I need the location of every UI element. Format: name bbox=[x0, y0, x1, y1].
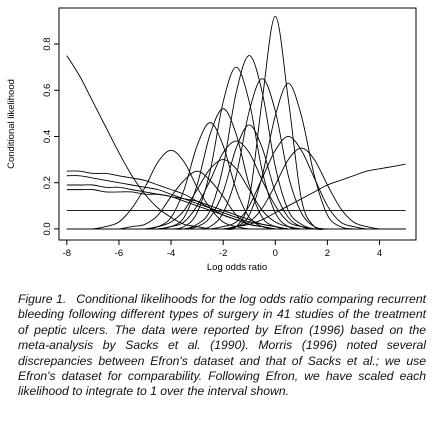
y-tick-label: 0.0 bbox=[42, 222, 53, 235]
y-axis-label: Conditional likelihood bbox=[6, 79, 17, 169]
likelihood-curve bbox=[66, 55, 406, 230]
likelihood-curve bbox=[66, 15, 406, 230]
caption: Figure 1. Conditional likelihoods for the… bbox=[18, 292, 426, 400]
x-tick-label: 4 bbox=[377, 248, 382, 259]
caption-text: Conditional likelihoods for the log odds… bbox=[18, 292, 426, 399]
likelihood-curve bbox=[66, 55, 406, 230]
likelihood-curve bbox=[66, 170, 406, 230]
likelihood-curve bbox=[66, 82, 406, 230]
likelihood-curve bbox=[66, 175, 406, 230]
y-tick-label: 0.4 bbox=[42, 130, 53, 143]
y-tick-label: 0.2 bbox=[42, 176, 53, 189]
x-axis-label: Log odds ratio bbox=[207, 262, 267, 273]
x-tick-label: 0 bbox=[273, 248, 278, 259]
likelihood-curve bbox=[66, 140, 406, 230]
x-tick-label: -2 bbox=[219, 248, 227, 259]
chart: Log odds ratio Conditional likelihood -8… bbox=[6, 7, 417, 273]
x-tick-label: -4 bbox=[167, 248, 175, 259]
x-tick-label: -6 bbox=[115, 248, 123, 259]
likelihood-curve bbox=[66, 159, 406, 230]
x-tick-label: -8 bbox=[63, 248, 71, 259]
y-tick-label: 0.6 bbox=[42, 84, 53, 97]
caption-label: Figure 1. bbox=[18, 292, 67, 306]
likelihood-curve bbox=[66, 147, 406, 230]
likelihood-curve bbox=[66, 78, 406, 230]
likelihood-curve bbox=[66, 170, 406, 230]
x-tick-label: 2 bbox=[325, 248, 330, 259]
y-tick-label: 0.8 bbox=[42, 37, 53, 50]
plot-frame bbox=[58, 7, 417, 241]
